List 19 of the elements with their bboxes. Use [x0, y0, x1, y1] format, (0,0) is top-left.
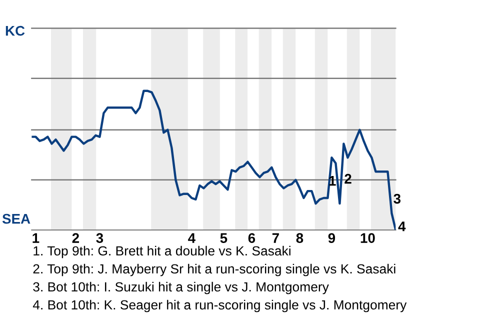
x-tick-label: 5	[220, 233, 228, 243]
text: 3. Bot 10th: I. Suzuki hit a single vs J. Montgomery	[33, 282, 329, 294]
text: 1. Top 9th: G. Brett hit a double vs K. Sasaki	[34, 246, 290, 258]
text: 4	[398, 222, 406, 232]
text: SEA	[2, 214, 30, 224]
x-tick-label: 3	[96, 233, 104, 243]
x-tick-label: 6	[248, 233, 256, 243]
annotation: 2	[344, 174, 352, 184]
x-tick-label: 7	[272, 233, 279, 243]
annotation: 3	[394, 194, 401, 204]
x-tick-label: 10	[360, 233, 375, 243]
x-tick-label: 4	[188, 233, 196, 243]
x-tick-label: 8	[296, 233, 304, 243]
x-tick-label: 2	[72, 233, 80, 243]
text: KC	[6, 26, 25, 36]
x-tick-label: 1	[32, 233, 40, 243]
text: 4. Bot 10th: K. Seager hit a run-scoring single vs J. Montgomery	[32, 300, 407, 312]
text: 2. Top 9th: J. Mayberry Sr hit a run-scoring single vs K. Sasaki	[33, 264, 396, 276]
x-tick-label: 9	[328, 233, 336, 243]
